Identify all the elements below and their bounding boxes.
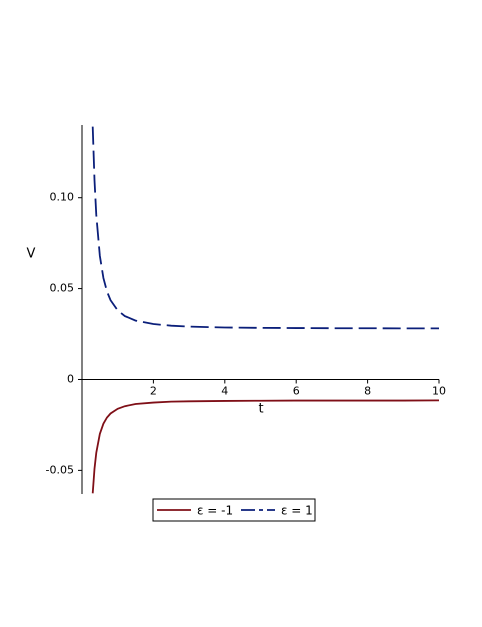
x-tick-label: 8 (364, 384, 371, 397)
x-tick-label: 10 (432, 384, 446, 397)
y-axis-label: V (27, 247, 36, 262)
y-tick-label: 0 (67, 372, 74, 385)
x-axis-label: t (258, 402, 263, 417)
legend-box (152, 498, 316, 522)
x-tick-label: 6 (293, 384, 300, 397)
legend-label: ε = 1 (281, 504, 313, 518)
y-tick-label: 0.10 (50, 191, 75, 204)
x-tick-label: 4 (221, 384, 228, 397)
series-line (91, 399, 440, 494)
x-tick-label: 2 (150, 384, 157, 397)
legend-label: ε = -1 (197, 504, 233, 518)
y-tick-label: -0.05 (46, 463, 74, 476)
series-line (91, 126, 439, 330)
y-tick-label: 0.05 (50, 282, 75, 295)
